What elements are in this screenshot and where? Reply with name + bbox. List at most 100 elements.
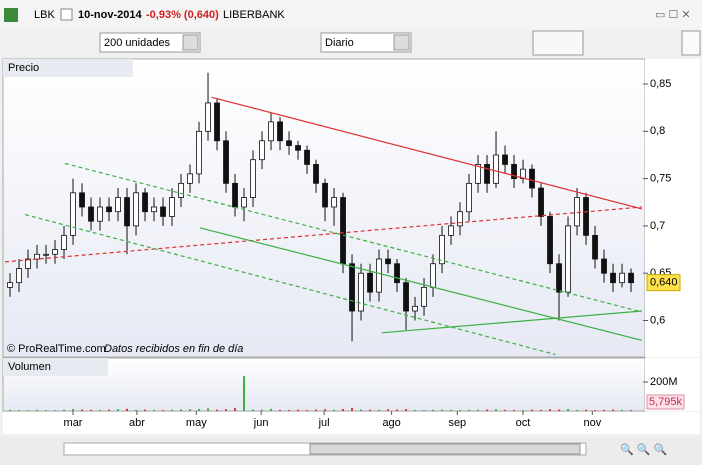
trend-line — [211, 96, 642, 210]
candle-body — [322, 182, 328, 208]
volume-bar — [207, 408, 210, 411]
volume-bar — [90, 409, 93, 411]
title-bar — [0, 0, 702, 30]
x-tick-label: sep — [448, 417, 466, 429]
info-icon[interactable] — [60, 8, 73, 21]
candle-body — [619, 272, 625, 284]
volume-bar — [405, 409, 408, 411]
volume-bar — [549, 409, 552, 411]
indicator-button[interactable] — [532, 30, 584, 56]
volume-bar — [369, 409, 372, 411]
volume-bar — [27, 410, 30, 411]
units-dropdown[interactable] — [99, 32, 201, 53]
dropdown-button[interactable] — [182, 34, 199, 51]
candle-body — [7, 282, 13, 288]
volume-bar — [387, 409, 390, 411]
candle-body — [448, 225, 454, 236]
scroll-thumb[interactable] — [309, 443, 581, 455]
candle-body — [70, 192, 76, 236]
last-price-box — [646, 274, 681, 292]
trend-line — [4, 206, 642, 263]
candle-body — [601, 258, 607, 274]
candle-body — [313, 164, 319, 184]
candle-body — [358, 272, 364, 312]
candle-body — [574, 197, 580, 227]
volume-bar — [198, 408, 201, 411]
candle-body — [583, 197, 589, 236]
candle-body — [241, 197, 247, 208]
volume-bar — [297, 409, 300, 411]
volume-bar — [414, 409, 417, 411]
candle-body — [367, 272, 373, 293]
volume-bar — [630, 410, 633, 411]
candle-body — [394, 263, 400, 284]
panel-header — [3, 59, 133, 77]
candle-body — [205, 102, 211, 132]
volume-bar — [540, 409, 543, 411]
candle-body — [466, 182, 472, 213]
volume-bar — [621, 409, 624, 411]
candle-body — [403, 282, 409, 312]
candle-body — [592, 234, 598, 260]
trend-line — [24, 213, 556, 356]
zoom-controls[interactable]: 🔍 🔍 🔍 — [620, 442, 668, 456]
volume-bar — [567, 408, 570, 411]
volume-panel — [2, 357, 646, 412]
volume-bar — [486, 409, 489, 411]
side-button[interactable] — [681, 30, 701, 56]
data-note: Datos recibidos en fin de día — [104, 343, 243, 355]
volume-bar — [117, 409, 120, 411]
volume-bar — [459, 409, 462, 411]
candle-body — [376, 258, 382, 293]
x-tick-label: ago — [382, 417, 400, 429]
x-tick-label: mar — [64, 417, 83, 429]
volume-bar — [513, 409, 516, 411]
candle-body — [178, 182, 184, 198]
volume-bar — [216, 409, 219, 411]
volume-bar — [558, 409, 561, 411]
volume-bar — [261, 409, 264, 411]
candle-body — [421, 286, 427, 307]
candle-body — [628, 272, 634, 284]
volume-bar — [72, 408, 75, 411]
volume-bar — [612, 409, 615, 411]
candle-body — [475, 164, 481, 184]
volume-bar — [189, 409, 192, 411]
volume-bar — [9, 409, 12, 411]
volume-bar — [54, 410, 57, 411]
x-tick-label: oct — [516, 417, 531, 429]
candle-body — [133, 192, 139, 227]
units-value: 200 unidades — [104, 37, 171, 49]
volume-bar — [63, 409, 66, 411]
candle-body — [142, 192, 148, 213]
period-dropdown[interactable] — [320, 32, 412, 53]
volume-bar — [396, 409, 399, 411]
volume-bar — [81, 409, 84, 411]
volume-bar — [180, 409, 183, 411]
candle-body — [16, 268, 22, 284]
volume-bar — [441, 409, 444, 411]
volume-bar — [468, 409, 471, 411]
candle-body — [25, 258, 31, 269]
x-tick-label: may — [186, 417, 207, 429]
volume-bar — [594, 410, 597, 411]
volume-bar — [162, 410, 165, 411]
candle-body — [286, 140, 292, 146]
candle-body — [529, 168, 535, 189]
volume-bar — [36, 409, 39, 411]
window-controls[interactable]: ▭ ☐ ✕ — [655, 9, 691, 21]
app-icon — [4, 8, 18, 22]
volume-bar — [288, 409, 291, 411]
candle-body — [160, 206, 166, 217]
volume-bar — [108, 409, 111, 411]
instrument-name: LIBERBANK — [223, 9, 285, 21]
dropdown-button[interactable] — [393, 34, 410, 51]
volume-bar — [18, 410, 21, 411]
candle-body — [610, 272, 616, 284]
candle-body — [412, 305, 418, 312]
volume-bar — [315, 409, 318, 411]
candle-body — [79, 192, 85, 208]
y-tick-label: 0,6 — [650, 314, 665, 326]
candle-body — [547, 216, 553, 265]
